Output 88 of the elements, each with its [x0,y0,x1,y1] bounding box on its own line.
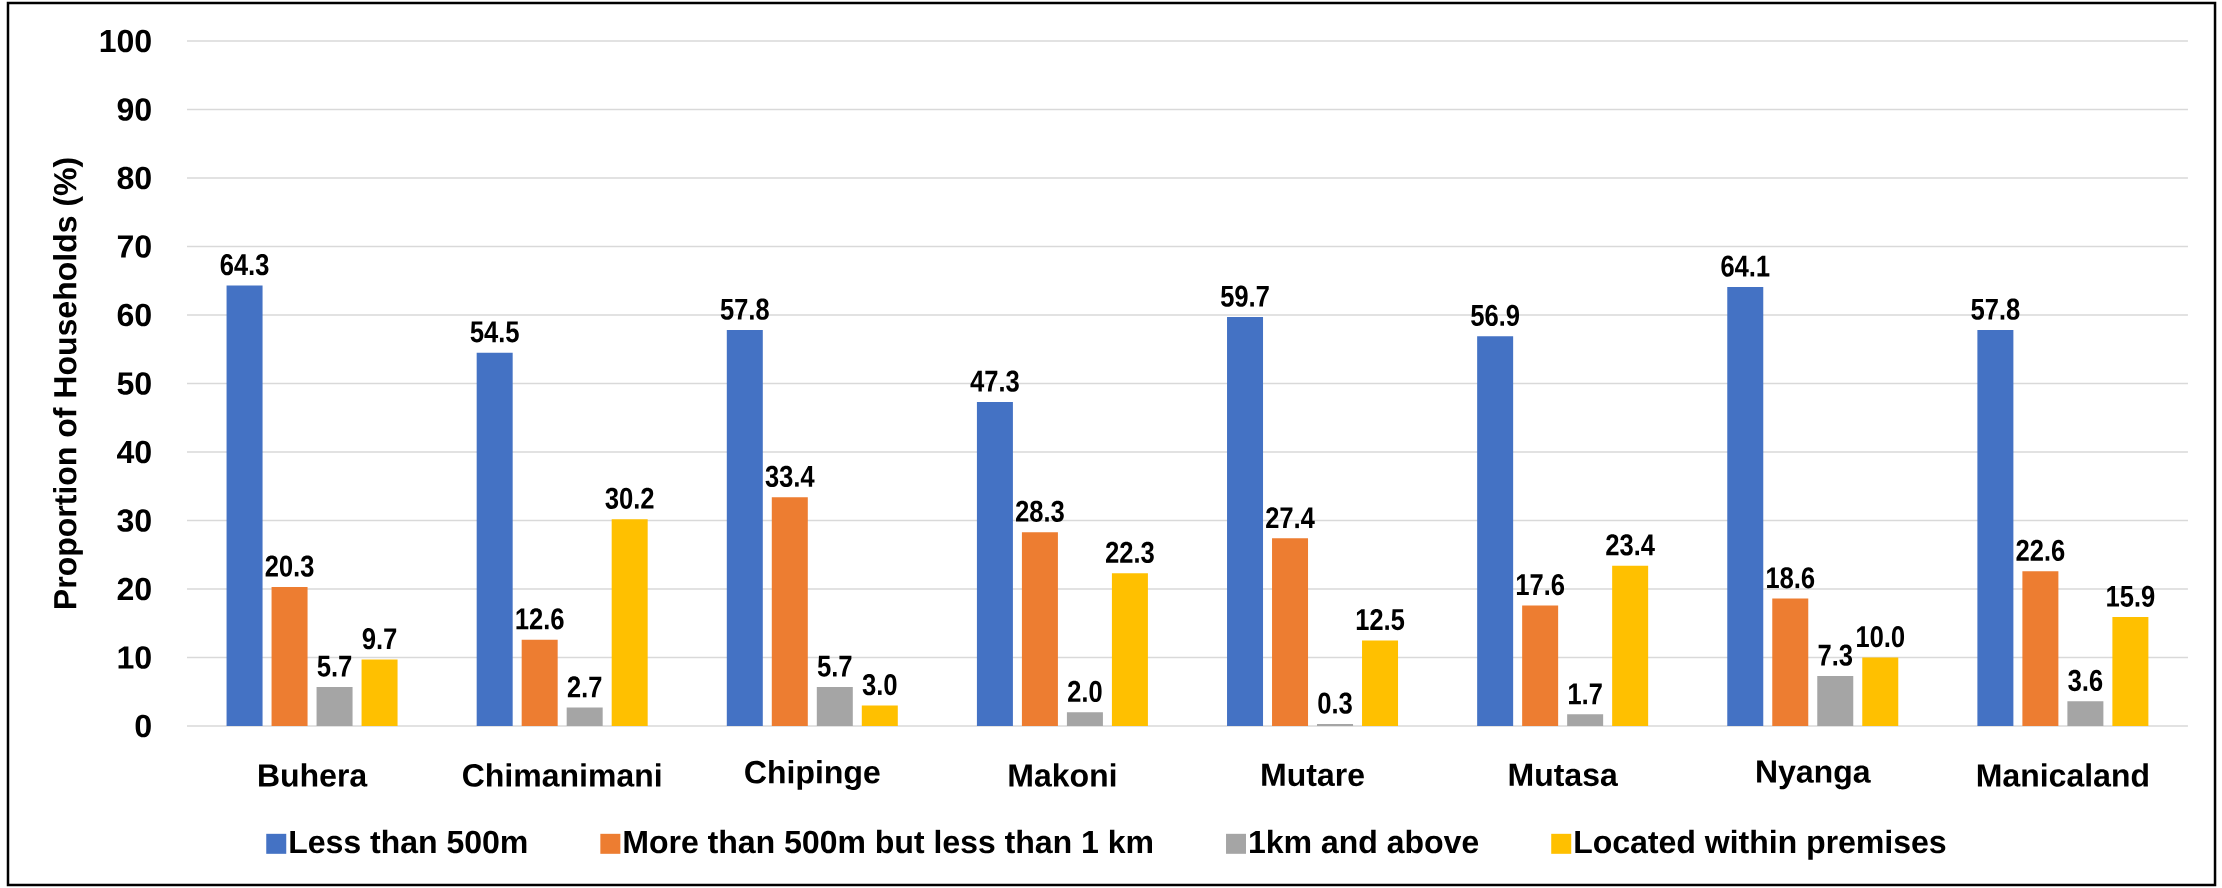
bar [1021,532,1058,726]
bar [521,639,558,726]
bar [861,705,898,726]
data-label: 3.0 [862,673,897,696]
data-label: 28.3 [1015,500,1064,522]
bar [476,352,513,726]
bar [1317,723,1354,726]
legend-label: 1km and above [1250,829,1479,854]
data-label: 15.9 [2107,585,2155,607]
data-label: 30.2 [605,487,654,509]
bar [1862,657,1899,726]
x-tick-label: Buhera [259,763,368,787]
bar [1227,317,1264,726]
x-tick-label: Nyanga [1757,760,1871,790]
bar [2067,701,2104,726]
data-label: 64.1 [1721,255,1770,277]
y-tick-label: 10 [118,646,151,669]
y-tick-label: 100 [100,29,151,53]
data-label: 54.5 [470,321,519,343]
bar [611,519,648,726]
legend-label: More than 500m but less than 1 km [624,829,1152,854]
bar [1567,714,1604,726]
x-tick-label: Chipinge [745,760,880,790]
data-label: 64.3 [220,254,269,276]
data-label: 56.9 [1471,304,1520,327]
data-label: 0.3 [1318,692,1352,714]
bar [771,497,808,726]
bar [816,686,853,726]
data-label: 12.5 [1356,608,1405,631]
y-tick-label: 40 [117,440,151,464]
x-tick-label: Makoni [1009,763,1116,787]
x-tick-label: Manicaland [1977,763,2148,787]
bar [1727,286,1764,726]
y-tick-label: 0 [135,714,151,738]
data-label: 23.4 [1606,534,1655,556]
data-label: 5.7 [317,655,352,677]
data-label: 57.8 [1971,298,2020,320]
y-tick-label: 60 [117,303,151,327]
data-label: 2.0 [1068,680,1102,703]
data-label: 3.6 [2068,669,2103,692]
data-label: 57.8 [720,298,769,320]
bar [1817,676,1854,726]
data-label: 1.7 [1569,683,1602,705]
bar [976,401,1013,726]
y-tick-label: 70 [117,235,151,258]
bar [1362,640,1399,726]
data-label: 18.6 [1767,567,1815,589]
y-tick-label: 90 [117,98,151,121]
y-tick-label: 80 [117,166,151,190]
y-tick-label: 50 [117,372,151,395]
bar [566,707,603,726]
data-label: 10.0 [1857,626,1905,648]
bar [316,686,353,726]
data-label: 59.7 [1221,285,1269,307]
data-label: 22.6 [2016,539,2065,561]
bar [226,285,263,726]
y-tick-label: 30 [117,509,151,532]
data-label: 47.3 [970,370,1019,392]
bar [1612,565,1649,726]
bar [1477,336,1514,726]
y-tick-label: 20 [117,577,151,601]
data-label: 17.6 [1516,573,1565,596]
bar [726,330,763,726]
bar [1772,598,1809,726]
data-label: 12.6 [516,608,564,630]
legend-label: Located within premises [1575,829,1946,860]
bar [1111,573,1148,726]
data-label: 9.7 [362,628,397,650]
bar [2112,617,2149,726]
x-tick-label: Mutare [1262,763,1364,787]
data-label: 27.4 [1266,507,1315,529]
y-axis-title: Proportion of Households (%) [53,158,83,609]
data-label: 20.3 [265,555,314,577]
bar [271,586,308,726]
legend-label: Less than 500m [290,829,527,854]
bar [1977,330,2014,726]
bar [1066,712,1103,726]
data-label: 2.7 [567,676,602,698]
bar [2022,571,2059,726]
bar [1522,605,1559,726]
x-tick-label: Mutasa [1509,763,1618,787]
data-label: 22.3 [1105,541,1154,564]
bar [361,659,398,726]
data-label: 33.4 [765,465,815,488]
x-tick-label: Chimanimani [463,763,661,787]
bar [1272,538,1309,726]
data-label: 5.7 [817,655,852,677]
data-label: 7.3 [1818,644,1853,666]
